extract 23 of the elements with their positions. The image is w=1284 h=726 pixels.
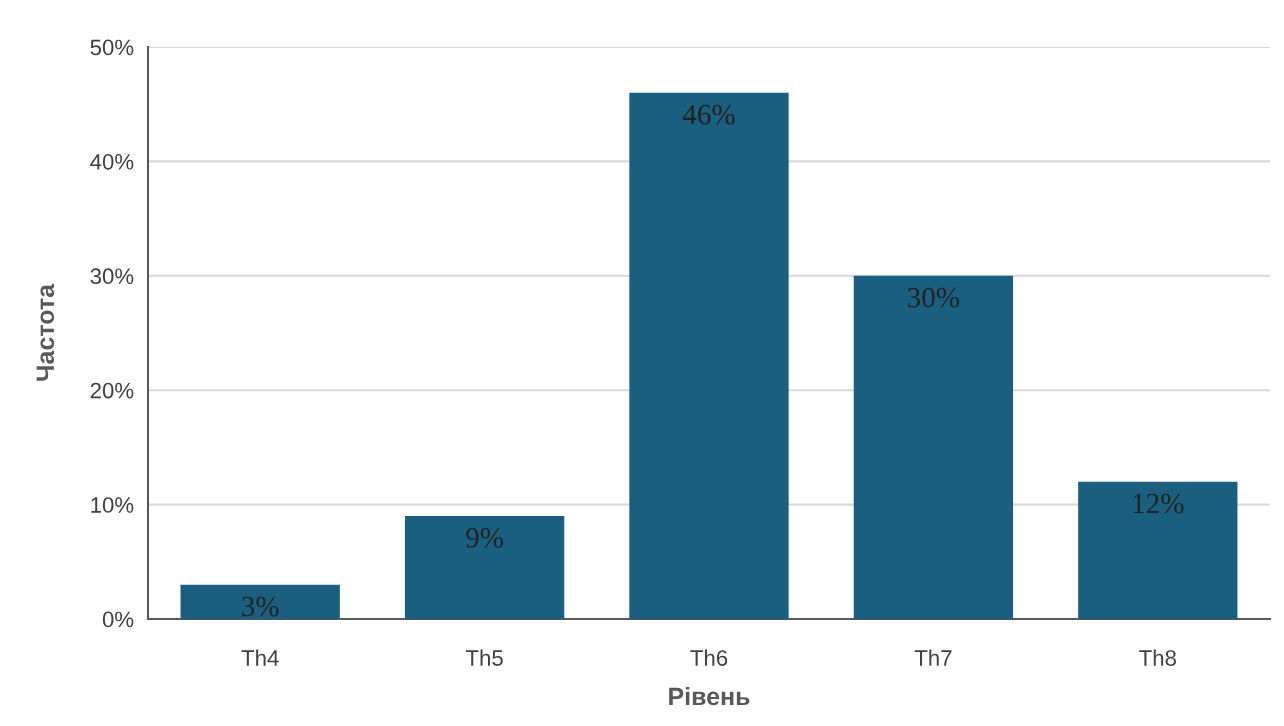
data-label: 12% <box>1133 493 1184 514</box>
bar <box>1078 481 1238 619</box>
data-label: 3% <box>242 596 279 617</box>
y-tick-label: 50% <box>90 39 134 56</box>
bar <box>180 584 340 619</box>
x-tick-label: Th7 <box>914 649 952 666</box>
bar <box>404 516 565 619</box>
y-tick-label: 30% <box>90 268 134 285</box>
x-tick-label: Th5 <box>465 649 503 666</box>
x-tick-label: Th4 <box>241 649 279 666</box>
x-axis-title: Рівень <box>669 686 750 706</box>
data-label: 9% <box>466 527 504 548</box>
x-tick-label: Th6 <box>690 649 728 666</box>
y-tick-label: 20% <box>90 382 134 399</box>
data-label: 30% <box>908 287 960 308</box>
y-axis-title: Частота <box>36 283 55 381</box>
bar <box>853 275 1014 619</box>
y-tick-label: 40% <box>90 153 134 170</box>
y-tick-label: 0% <box>102 611 134 628</box>
data-label: 46% <box>682 104 735 125</box>
bar <box>629 92 789 619</box>
x-tick-label: Th8 <box>1139 649 1176 666</box>
y-tick-label: 10% <box>91 497 134 513</box>
